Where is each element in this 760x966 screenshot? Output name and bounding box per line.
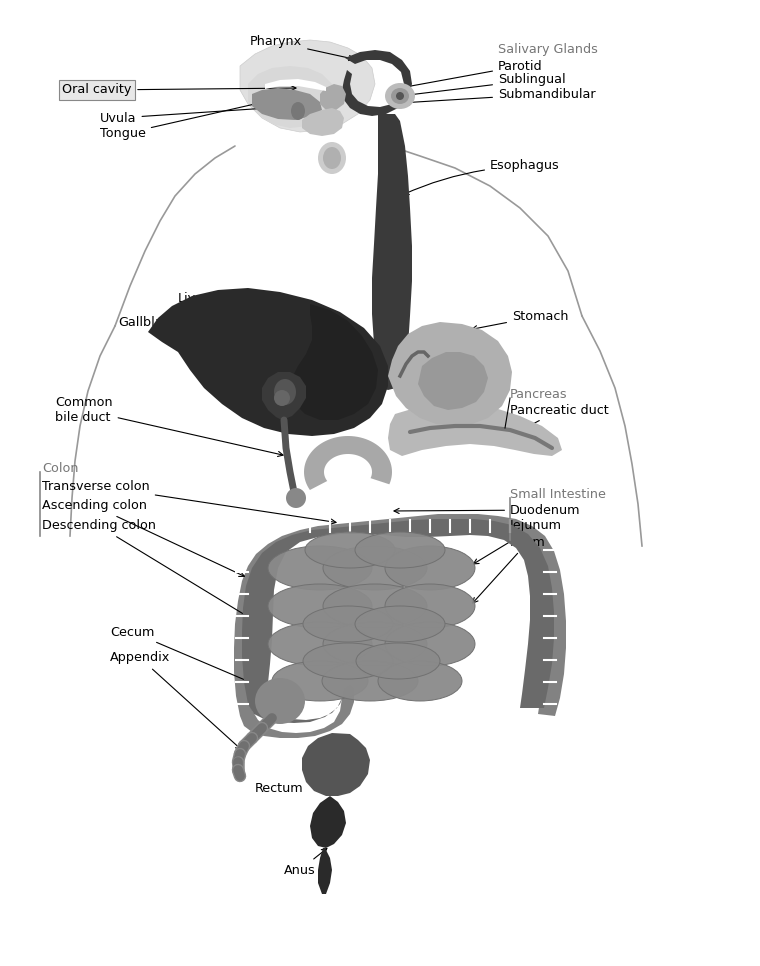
Polygon shape <box>320 84 346 110</box>
Ellipse shape <box>323 584 427 628</box>
Text: Appendix: Appendix <box>110 651 241 750</box>
Text: Anus: Anus <box>284 848 327 876</box>
Text: Parotid: Parotid <box>404 60 543 89</box>
Polygon shape <box>248 66 338 128</box>
Polygon shape <box>290 304 378 420</box>
Polygon shape <box>302 733 370 796</box>
Polygon shape <box>388 322 512 426</box>
Ellipse shape <box>385 584 475 628</box>
Text: Ileum: Ileum <box>473 535 546 603</box>
Ellipse shape <box>268 546 372 590</box>
Polygon shape <box>310 796 346 848</box>
Polygon shape <box>372 114 412 390</box>
Text: Tongue: Tongue <box>100 96 286 140</box>
Ellipse shape <box>385 546 475 590</box>
Text: Duodenum: Duodenum <box>394 503 581 517</box>
Ellipse shape <box>318 142 346 174</box>
Ellipse shape <box>391 88 409 104</box>
Text: Transverse colon: Transverse colon <box>42 479 336 525</box>
Ellipse shape <box>378 661 462 701</box>
Text: Small Intestine: Small Intestine <box>510 488 606 500</box>
Ellipse shape <box>272 661 368 701</box>
Text: Pharynx: Pharynx <box>250 36 354 61</box>
Circle shape <box>396 92 404 100</box>
Ellipse shape <box>268 622 372 666</box>
Polygon shape <box>318 848 332 894</box>
Circle shape <box>286 488 306 508</box>
Text: Pancreatic duct: Pancreatic duct <box>510 404 609 434</box>
Text: Oral cavity: Oral cavity <box>62 83 296 97</box>
Ellipse shape <box>274 379 296 405</box>
Ellipse shape <box>255 678 305 724</box>
Text: Uvula: Uvula <box>100 104 294 125</box>
Text: Colon: Colon <box>42 462 78 474</box>
Polygon shape <box>148 288 388 436</box>
Text: Liver: Liver <box>178 292 286 308</box>
Ellipse shape <box>303 643 393 679</box>
Polygon shape <box>388 404 562 456</box>
Ellipse shape <box>323 622 427 666</box>
Text: Stomach: Stomach <box>472 309 568 330</box>
Text: Descending colon: Descending colon <box>42 520 246 616</box>
Text: Common
bile duct: Common bile duct <box>55 396 283 457</box>
Polygon shape <box>252 88 322 120</box>
Ellipse shape <box>323 147 341 169</box>
Polygon shape <box>342 50 412 116</box>
Ellipse shape <box>323 546 427 590</box>
Ellipse shape <box>303 606 393 642</box>
Polygon shape <box>418 352 488 410</box>
Ellipse shape <box>355 532 445 568</box>
Polygon shape <box>234 514 566 738</box>
Polygon shape <box>242 519 554 723</box>
Text: Sublingual: Sublingual <box>404 73 565 98</box>
Ellipse shape <box>385 622 475 666</box>
Text: Salivary Glands: Salivary Glands <box>498 43 598 56</box>
Polygon shape <box>302 108 344 136</box>
Ellipse shape <box>385 83 415 109</box>
Circle shape <box>274 390 290 406</box>
Ellipse shape <box>268 584 372 628</box>
Text: Esophagus: Esophagus <box>404 159 560 194</box>
Ellipse shape <box>291 102 305 120</box>
Text: Submandibular: Submandibular <box>404 88 596 105</box>
Text: Rectum: Rectum <box>255 770 340 794</box>
Polygon shape <box>304 436 392 490</box>
Text: Jejunum: Jejunum <box>473 520 562 564</box>
Polygon shape <box>240 40 375 132</box>
Text: Cecum: Cecum <box>110 626 274 693</box>
Polygon shape <box>265 79 326 91</box>
Ellipse shape <box>356 643 440 679</box>
Text: Pancreas: Pancreas <box>510 387 568 401</box>
Ellipse shape <box>322 661 418 701</box>
Polygon shape <box>262 372 306 420</box>
Text: Gallbladder: Gallbladder <box>118 316 274 377</box>
Ellipse shape <box>355 606 445 642</box>
Ellipse shape <box>305 532 395 568</box>
Text: Ascending colon: Ascending colon <box>42 499 245 577</box>
